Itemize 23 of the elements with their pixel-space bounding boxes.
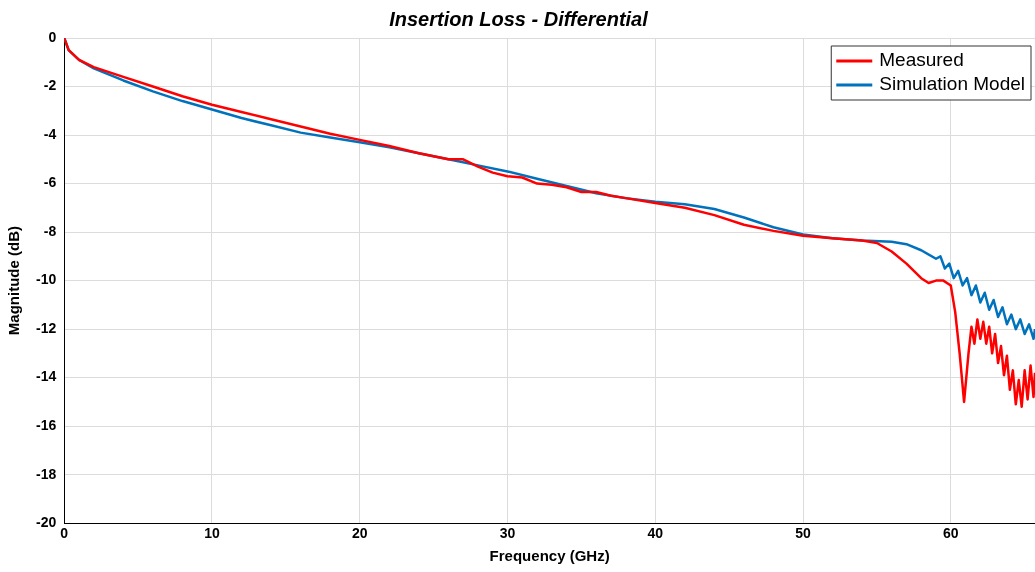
y-tick-label: -14 [36, 368, 57, 385]
y-tick-label: -10 [36, 271, 57, 288]
chart-title: Insertion Loss - Differential [389, 7, 649, 30]
x-axis-title: Frequency (GHz) [489, 547, 610, 565]
y-tick-label: -20 [36, 514, 57, 531]
y-axis-title: Magnitude (dB) [5, 226, 23, 336]
legend-label: Simulation Model [879, 73, 1026, 95]
x-tick-label: 10 [204, 525, 220, 542]
x-tick-label: 30 [499, 525, 516, 542]
legend-label: Measured [879, 49, 964, 71]
x-tick-label: 20 [351, 525, 368, 542]
y-tick-label: -6 [43, 174, 57, 191]
y-tick-label: -18 [36, 465, 57, 482]
y-tick-label: -12 [36, 319, 57, 336]
y-tick-label: -16 [36, 417, 57, 434]
x-tick-label: 50 [795, 525, 812, 542]
x-tick-label: 40 [647, 525, 664, 542]
y-tick-label: -4 [43, 125, 57, 142]
x-tick-label: 0 [60, 525, 69, 542]
y-tick-label: 0 [48, 28, 57, 45]
y-tick-label: -8 [43, 222, 57, 239]
x-tick-label: 60 [942, 525, 959, 542]
y-tick-label: -2 [43, 77, 57, 94]
